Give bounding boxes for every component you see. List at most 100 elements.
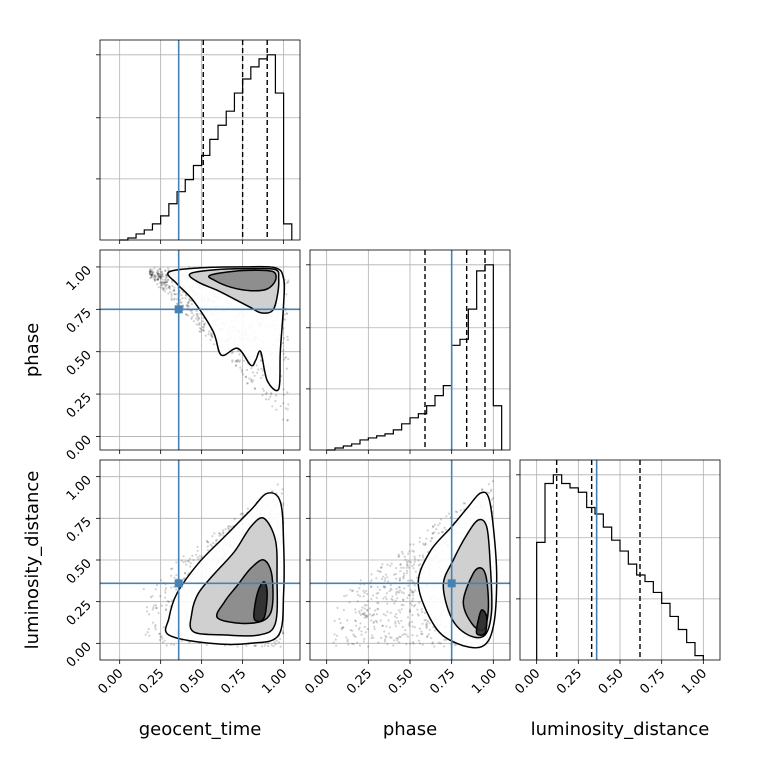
scatter-point: [149, 270, 152, 273]
scatter-point: [350, 589, 354, 593]
scatter-point: [279, 405, 282, 408]
y-tick-label: 0.25: [64, 390, 95, 421]
scatter-point: [387, 632, 391, 635]
scatter-point: [411, 641, 414, 644]
scatter-point: [255, 364, 258, 367]
scatter-point: [425, 537, 428, 540]
scatter-point: [164, 269, 167, 272]
scatter-point: [286, 335, 289, 338]
scatter-point: [207, 333, 210, 336]
scatter-point: [197, 317, 200, 320]
scatter-point: [173, 643, 176, 646]
scatter-point: [207, 541, 210, 544]
contour-line: [475, 609, 488, 636]
scatter-point: [170, 298, 173, 301]
scatter-point: [399, 563, 402, 566]
scatter-point: [443, 645, 446, 648]
scatter-point: [250, 367, 253, 370]
scatter-point: [218, 534, 221, 537]
scatter-point: [150, 273, 153, 276]
scatter-point: [182, 561, 185, 564]
scatter-point: [190, 317, 193, 320]
scatter-point: [385, 592, 388, 595]
scatter-point: [394, 625, 397, 628]
scatter-point: [156, 269, 159, 272]
scatter-point: [167, 600, 170, 604]
scatter-point: [148, 270, 151, 273]
scatter-point: [285, 293, 288, 296]
scatter-point: [441, 530, 444, 534]
scatter-point: [402, 598, 405, 601]
scatter-point: [157, 278, 160, 281]
scatter-point: [151, 273, 154, 276]
scatter-point: [274, 399, 277, 403]
scatter-point: [355, 624, 358, 627]
scatter-point: [260, 645, 263, 648]
scatter-point: [224, 528, 227, 531]
scatter-point: [280, 492, 283, 495]
scatter-point: [410, 591, 413, 594]
scatter-point: [235, 359, 238, 362]
scatter-point: [409, 602, 412, 605]
scatter-point: [170, 294, 173, 297]
scatter-point: [242, 373, 245, 376]
contour-fill: [253, 581, 268, 622]
scatter-point: [222, 532, 225, 535]
scatter-point: [158, 632, 161, 636]
scatter-point: [164, 290, 167, 293]
scatter-point: [169, 290, 172, 293]
scatter-point: [403, 632, 406, 636]
scatter-point: [213, 343, 216, 346]
scatter-point: [360, 633, 363, 636]
scatter-point: [170, 574, 173, 577]
scatter-point: [173, 286, 176, 289]
scatter-point: [421, 554, 424, 557]
scatter-point: [284, 318, 287, 321]
scatter-point: [154, 628, 157, 631]
scatter-point: [406, 635, 409, 638]
histogram-panel-phase: [306, 249, 511, 454]
scatter-point: [157, 278, 160, 281]
scatter-point: [376, 608, 379, 611]
scatter-point: [357, 628, 361, 631]
histogram-panel-luminosity_distance: 0.00 0.25 0.50 0.75 1.00: [512, 459, 721, 697]
scatter-point: [162, 287, 165, 290]
scatter-point: [401, 552, 404, 555]
scatter-point: [271, 490, 274, 493]
scatter-point: [408, 608, 411, 611]
scatter-point: [173, 576, 176, 579]
scatter-point: [186, 301, 189, 304]
scatter-point: [240, 368, 243, 371]
scatter-point: [165, 608, 168, 611]
x-tick-label: 0.75: [218, 666, 249, 697]
scatter-point: [359, 595, 362, 598]
scatter-point: [492, 497, 495, 500]
scatter-point: [342, 626, 345, 629]
scatter-point: [191, 554, 194, 558]
scatter-point: [188, 305, 191, 308]
scatter-point: [400, 619, 403, 623]
scatter-point: [411, 634, 414, 637]
scatter-point: [407, 552, 410, 555]
scatter-point: [360, 613, 363, 617]
scatter-point: [389, 564, 392, 568]
scatter-point: [205, 643, 208, 647]
scatter-point: [170, 586, 173, 589]
scatter-point: [360, 609, 363, 612]
scatter-point: [459, 509, 462, 512]
contour-line: [216, 559, 274, 625]
scatter-point: [150, 276, 153, 279]
scatter-point: [240, 370, 243, 373]
scatter-point: [401, 625, 404, 629]
scatter-point: [431, 641, 434, 644]
scatter-point: [370, 614, 373, 617]
scatter-point: [390, 562, 393, 565]
scatter-point: [150, 273, 153, 276]
scatter-point: [445, 515, 448, 518]
scatter-point: [490, 498, 493, 501]
scatter-point: [411, 594, 415, 597]
scatter-point: [162, 626, 165, 629]
histogram-panel-geocent_time: [96, 39, 301, 244]
scatter-point: [348, 601, 351, 604]
scatter-point: [379, 566, 383, 570]
